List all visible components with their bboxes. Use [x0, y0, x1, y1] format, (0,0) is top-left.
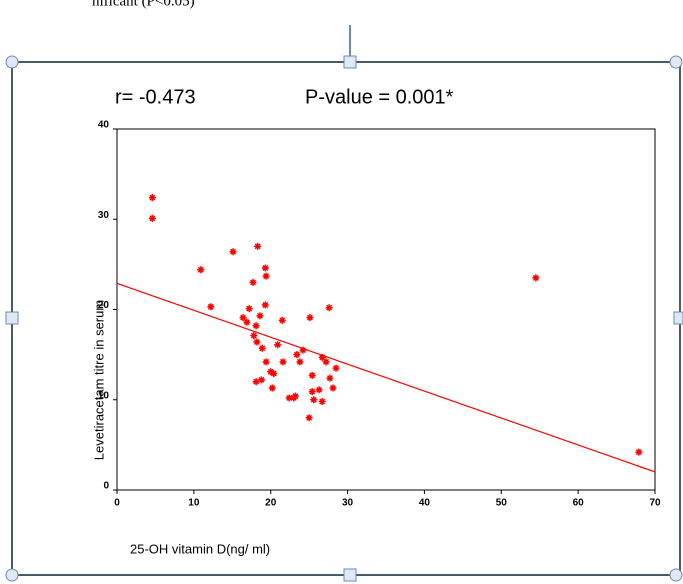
point — [279, 358, 287, 366]
point — [290, 394, 298, 402]
point — [315, 386, 323, 394]
point — [296, 358, 304, 366]
point — [267, 368, 275, 376]
x-tick-label: 70 — [649, 498, 661, 509]
point — [262, 358, 270, 366]
point — [257, 376, 265, 384]
point — [318, 353, 326, 361]
point — [306, 314, 314, 322]
x-tick-label: 10 — [188, 498, 200, 509]
x-axis-label: 25-OH vitamin D(ng/ ml) — [130, 541, 270, 556]
point — [326, 374, 334, 382]
x-tick-label: 60 — [573, 498, 585, 509]
point — [252, 322, 260, 330]
y-tick-label: 0 — [103, 481, 109, 492]
y-tick-label: 20 — [98, 300, 110, 311]
point — [254, 242, 262, 250]
point — [253, 338, 261, 346]
y-tick-label: 40 — [98, 120, 110, 131]
point — [268, 384, 276, 392]
point — [635, 448, 643, 456]
point — [532, 274, 540, 282]
point — [261, 301, 269, 309]
point — [245, 305, 253, 313]
handle[interactable] — [669, 568, 683, 582]
point — [278, 316, 286, 324]
point — [250, 332, 258, 340]
handle[interactable] — [669, 55, 683, 69]
annotation: P-value = 0.001* — [305, 86, 454, 108]
point — [318, 398, 326, 406]
y-tick-label: 30 — [98, 210, 110, 221]
point — [285, 394, 293, 402]
handle[interactable] — [673, 311, 683, 325]
point — [305, 414, 313, 422]
point — [293, 351, 301, 359]
point — [261, 264, 269, 272]
x-tick-label: 20 — [265, 498, 277, 509]
point — [148, 214, 156, 222]
point — [310, 396, 318, 404]
point — [256, 312, 264, 320]
point — [249, 278, 257, 286]
point — [308, 388, 316, 396]
handle[interactable] — [5, 311, 19, 325]
point — [274, 341, 282, 349]
point — [262, 272, 270, 280]
point — [148, 194, 156, 202]
point — [329, 384, 337, 392]
y-tick-label: 10 — [98, 390, 110, 401]
point — [308, 371, 316, 379]
y-axis-label: Levetiracetam titre in serum — [91, 300, 106, 460]
context-text: nificant (P<0.05) — [92, 0, 195, 9]
point — [197, 266, 205, 274]
point — [325, 304, 333, 312]
x-tick-label: 0 — [114, 498, 120, 509]
point — [322, 358, 330, 366]
point — [299, 346, 307, 354]
point — [258, 344, 266, 352]
point — [252, 378, 260, 386]
x-tick-label: 50 — [496, 498, 508, 509]
handle[interactable] — [5, 55, 19, 69]
trend-line — [116, 282, 656, 473]
point — [239, 314, 247, 322]
point — [332, 364, 340, 372]
x-tick-label: 30 — [342, 498, 354, 509]
point — [229, 248, 237, 256]
x-tick-label: 40 — [419, 498, 431, 509]
plot-frame — [116, 128, 656, 491]
annotation: r= -0.473 — [115, 86, 196, 108]
point — [243, 318, 251, 326]
handle[interactable] — [5, 568, 19, 582]
handle[interactable] — [343, 55, 357, 69]
point — [207, 303, 215, 311]
point — [270, 370, 278, 378]
handle[interactable] — [343, 568, 357, 582]
